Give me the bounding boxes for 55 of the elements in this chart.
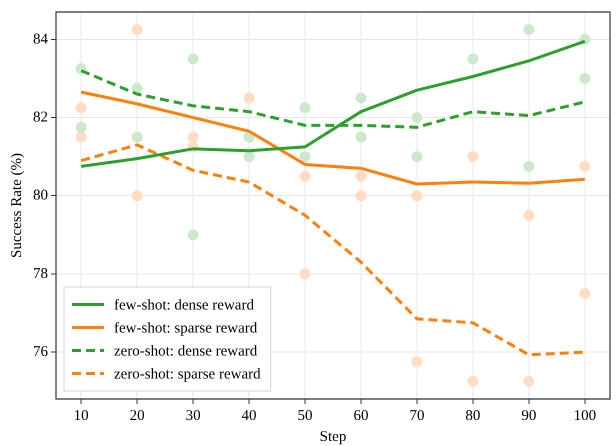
y-tick-label: 82: [33, 109, 48, 126]
x-tick-label: 30: [186, 408, 201, 424]
point: [523, 210, 534, 221]
point: [467, 376, 478, 387]
y-tick-label: 78: [33, 266, 48, 282]
point: [523, 160, 534, 172]
point: [411, 151, 422, 162]
y-tick-label: 84: [33, 31, 48, 48]
legend-label: few-shot: sparse reward: [114, 320, 258, 336]
y-tick-label: 76: [33, 344, 48, 360]
point: [579, 160, 590, 172]
x-tick-label: 70: [409, 408, 424, 424]
x-tick-label: 40: [242, 408, 257, 424]
point: [355, 190, 366, 202]
point: [579, 72, 590, 84]
x-axis-title: Step: [320, 428, 346, 445]
point: [76, 132, 87, 143]
legend-label: zero-shot: sparse reward: [114, 366, 262, 382]
point: [188, 229, 199, 240]
point: [579, 288, 590, 299]
x-tick-label: 100: [574, 408, 596, 424]
x-tick-label: 10: [74, 408, 89, 424]
point: [244, 151, 255, 162]
legend-label: zero-shot: dense reward: [114, 343, 258, 360]
x-tick-label: 20: [130, 408, 145, 424]
point: [244, 92, 255, 104]
point: [355, 92, 366, 104]
point: [523, 24, 534, 36]
point: [300, 151, 311, 162]
y-tick-label: 80: [33, 188, 48, 204]
point: [411, 190, 422, 202]
legend-label: few-shot: dense reward: [114, 297, 254, 314]
point: [76, 122, 87, 133]
point: [467, 151, 478, 162]
y-axis-title: Success Rate (%): [8, 153, 25, 258]
point: [411, 112, 422, 124]
point: [467, 53, 478, 64]
point: [411, 356, 422, 368]
point: [76, 102, 87, 114]
point: [300, 170, 311, 182]
x-tick-label: 80: [465, 408, 480, 424]
x-tick-label: 90: [521, 408, 536, 424]
point: [188, 53, 199, 64]
point: [355, 170, 366, 182]
point: [132, 132, 143, 143]
point: [188, 132, 199, 143]
x-tick-label: 50: [298, 408, 313, 424]
point: [355, 132, 366, 143]
point: [523, 376, 534, 387]
point: [132, 82, 143, 94]
point: [132, 190, 143, 202]
x-tick-label: 60: [353, 408, 368, 424]
point: [132, 24, 143, 36]
point: [300, 102, 311, 114]
point: [300, 268, 311, 280]
